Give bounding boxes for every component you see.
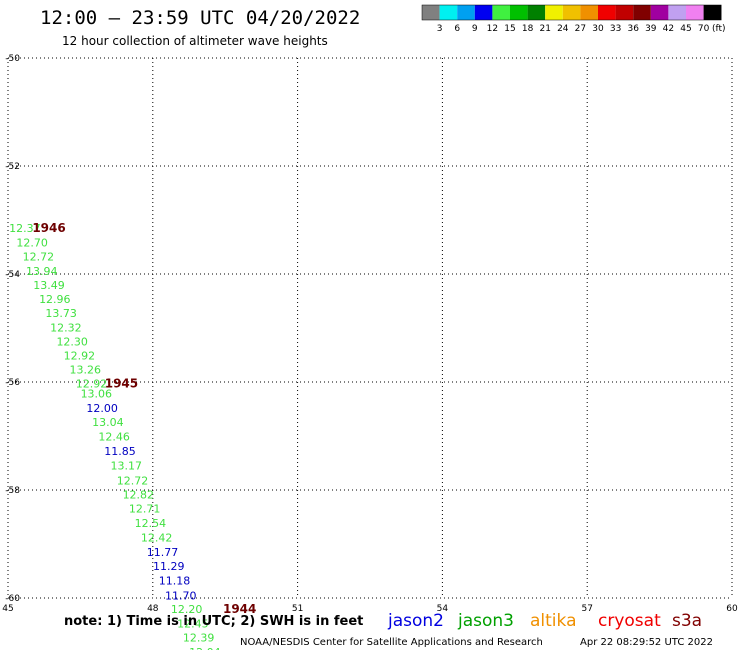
wave-height-label: 13.06 [81,387,113,400]
scale-tick-label: 18 [522,24,534,34]
data-points: 12.3712.7012.7213.9413.4912.9613.7312.32… [9,222,221,650]
scale-swatch [598,5,616,20]
scale-swatch [650,5,669,20]
x-tick-label: 54 [437,604,449,614]
y-tick-label: -52 [5,162,20,172]
scale-tick-label: 6 [454,24,460,34]
wave-height-label: 12.70 [16,237,48,250]
satellite-legend-jason3: jason3 [457,611,514,631]
wave-height-label: 13.17 [111,460,143,473]
scale-tick-label: 21 [539,24,550,34]
wave-height-label: 12.42 [141,532,173,545]
pass-time-label: 1946 [32,221,65,235]
satellite-legend-cryosat: cryosat [598,611,661,631]
pass-time-label: 1944 [223,602,256,616]
wave-height-label: 12.37 [9,222,41,235]
time-labels: 1946 1945 1944 [32,221,256,616]
scale-tick-label: 3 [437,24,443,34]
wave-height-label: 12.54 [135,517,167,530]
wave-height-label: 12.92 [76,378,108,391]
satellite-legend-jason2: jason2 [387,611,444,631]
wave-height-color-scale: 3 6 9 12 15 18 21 24 27 30 33 36 39 42 45 70 [421,4,722,34]
wave-height-label: 12.72 [117,474,149,487]
wave-height-label: 12.04 [189,646,221,650]
y-tick-label: -56 [5,378,20,388]
satellite-legend-s3a: s3a [672,611,702,631]
scale-swatch [686,5,704,20]
chart-grid [7,57,733,599]
wave-height-label: 12.39 [183,631,215,644]
timestamp-text: Apr 22 08:29:52 UTC 2022 [580,637,713,648]
scale-tick-label: 70 [698,24,710,34]
satellite-legend: jason2 jason3 altika cryosat s3a [387,611,702,631]
wave-height-label: 11.70 [165,589,197,602]
wave-height-label: 12.32 [50,321,82,334]
wave-height-label: 13.73 [45,307,77,320]
scale-swatch [492,5,510,20]
credit-text: NOAA/NESDIS Center for Satellite Applica… [240,637,543,648]
x-tick-label: 60 [726,604,738,614]
scale-swatch [633,5,651,20]
wave-height-label: 12.82 [123,488,155,501]
wave-height-label: 12.20 [171,603,203,616]
scale-tick-label: 39 [645,24,657,34]
y-tick-label: -60 [5,594,20,604]
wave-height-label: 13.49 [33,279,65,292]
wave-height-label: 12.46 [98,431,130,444]
wave-height-label: 12.71 [129,502,161,515]
scale-tick-label: 30 [592,24,604,34]
footnote: note: 1) Time is in UTC; 2) SWH is in fe… [64,614,363,629]
scale-unit: (ft) [712,24,726,34]
scale-swatch [615,5,634,20]
y-tick-label: -54 [5,270,20,280]
scale-tick-label: 12 [487,24,498,34]
wave-height-label: 12.72 [23,251,55,264]
scale-swatch [703,5,722,20]
wave-height-label: 12.92 [64,350,96,363]
scale-border [421,4,722,21]
scale-tick-label: 36 [627,24,639,34]
scale-swatch [510,5,528,20]
wave-height-label: 11.29 [153,560,185,573]
axis-ticks: 45 48 51 54 57 60 -50 -52 -54 -56 -58 -60 [2,54,738,614]
chart-title: 12:00 – 23:59 UTC 04/20/2022 [40,7,360,29]
x-tick-label: 57 [581,604,592,614]
chart-subtitle: 12 hour collection of altimeter wave hei… [62,34,328,48]
wave-height-label: 12.00 [86,402,118,415]
x-tick-label: 45 [2,604,13,614]
wave-height-label: 11.18 [159,575,191,588]
scale-tick-label: 45 [680,24,691,34]
scale-tick-label: 42 [663,24,674,34]
scale-swatch [527,5,546,20]
y-tick-label: -50 [5,54,20,64]
wave-height-label: 11.85 [104,445,136,458]
wave-height-label: 12.96 [39,293,71,306]
scale-swatch [457,5,475,20]
scale-tick-label: 24 [557,24,569,34]
scale-tick-label: 15 [504,24,515,34]
scale-tick-label: 27 [575,24,586,34]
y-tick-label: -58 [5,486,20,496]
wave-height-label: 12.30 [56,336,88,349]
scale-swatch [545,5,563,20]
scale-tick-label: 9 [472,24,478,34]
wave-height-label: 11.77 [147,546,179,559]
scale-swatch [439,5,458,20]
scale-swatch [474,5,493,20]
scale-swatch [580,5,598,20]
scale-swatch [422,5,440,20]
scale-tick-label: 33 [610,24,621,34]
satellite-legend-altika: altika [530,611,577,631]
wave-height-label: 13.26 [69,364,101,377]
wave-height-label: 13.94 [26,265,58,278]
scale-swatch [562,5,581,20]
pass-time-label: 1945 [105,377,138,391]
scale-swatch [668,5,686,20]
wave-height-label: 12.45 [177,617,209,630]
wave-height-label: 13.04 [92,416,124,429]
x-tick-label: 51 [292,604,303,614]
x-tick-label: 48 [147,604,159,614]
